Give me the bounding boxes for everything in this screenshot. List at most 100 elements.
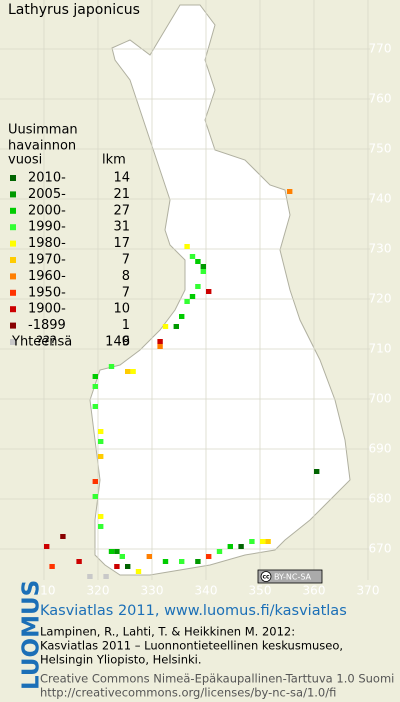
record-square	[162, 559, 169, 564]
legend-count: 14	[113, 171, 130, 186]
y-tick-label: 740	[369, 192, 392, 206]
legend-label: 1900-	[28, 302, 66, 317]
y-tick-label: 690	[369, 442, 392, 456]
record-square	[108, 549, 115, 554]
record-square	[125, 564, 131, 569]
record-square	[173, 324, 179, 329]
legend-count: 31	[113, 220, 130, 235]
record-square	[200, 269, 206, 274]
legend-swatch	[10, 207, 16, 214]
y-tick-label: 760	[369, 92, 392, 106]
record-square	[92, 384, 98, 389]
legend-count: 1	[122, 318, 130, 333]
x-tick-label: 320	[87, 584, 110, 598]
y-tick-label: 710	[369, 342, 392, 356]
record-square	[125, 369, 131, 374]
x-tick-label: 350	[249, 584, 272, 598]
legend-label: 1980-	[28, 236, 66, 251]
y-tick-label: 770	[369, 42, 392, 56]
record-square	[195, 559, 201, 564]
legend-heading: Uusimman	[8, 123, 78, 138]
legend-count: 6	[122, 335, 130, 350]
legend-col: vuosi	[8, 153, 42, 168]
record-square	[108, 364, 115, 369]
record-square	[146, 554, 152, 559]
record-square	[216, 549, 223, 554]
record-square	[92, 374, 98, 379]
y-tick-label: 730	[369, 242, 392, 256]
record-square	[179, 559, 185, 564]
record-square	[195, 284, 201, 289]
cc-badge: cc BY-NC-SA	[257, 569, 323, 584]
record-square	[114, 564, 120, 569]
y-tick-label: 680	[369, 492, 392, 506]
record-square	[76, 559, 82, 564]
logo: LUOMUS	[19, 580, 45, 690]
legend-swatch	[10, 289, 16, 296]
record-square	[184, 299, 190, 304]
legend-swatch	[10, 322, 16, 329]
badge-cc: cc	[262, 574, 270, 581]
legend-label: 1970-	[28, 253, 66, 268]
record-square	[249, 539, 255, 544]
legend-count: 27	[113, 203, 130, 218]
record-square	[98, 439, 104, 444]
record-square	[130, 369, 136, 374]
record-square	[87, 574, 93, 579]
record-square	[135, 569, 142, 574]
legend-label: 2000-	[28, 203, 66, 218]
y-tick-label: 700	[369, 392, 392, 406]
legend-count: 21	[113, 187, 130, 202]
legend-label: 1960-	[28, 269, 66, 284]
legend-label: ???	[36, 335, 57, 350]
legend-swatch	[10, 191, 16, 198]
record-square	[114, 549, 120, 554]
record-square	[92, 404, 98, 409]
record-square	[98, 454, 104, 459]
legend-label: 1950-	[28, 285, 66, 300]
legend-label: 2010-	[28, 171, 66, 186]
legend-swatch	[10, 257, 16, 263]
x-tick-label: 370	[357, 584, 380, 598]
record-square	[184, 244, 190, 249]
legend-swatch	[10, 240, 16, 247]
legend-swatch	[10, 175, 16, 181]
finland-outline	[89, 4, 351, 576]
record-square	[92, 479, 98, 484]
legend-col: lkm	[102, 153, 126, 168]
x-tick-label: 310	[33, 584, 56, 598]
legend-swatch	[10, 224, 16, 231]
y-tick-label: 720	[369, 292, 392, 306]
record-square	[227, 544, 233, 549]
record-square	[195, 259, 201, 264]
record-square	[200, 264, 206, 269]
legend-count: 7	[122, 253, 130, 268]
record-square	[49, 564, 55, 569]
license-line: Creative Commons Nimeä-Epäkaupallinen-Ta…	[40, 672, 394, 686]
record-square	[98, 524, 104, 529]
x-tick-label: 360	[303, 584, 326, 598]
legend-total: 149	[105, 335, 130, 350]
site: Kasviatlas 2011, www.luomus.fi/kasviatla…	[40, 603, 347, 619]
record-square	[206, 289, 212, 294]
citation-line: Lampinen, R., Lahti, T. & Heikkinen M. 2…	[40, 625, 295, 639]
record-square	[206, 554, 212, 559]
record-square	[98, 514, 104, 519]
y-tick-label: 750	[369, 142, 392, 156]
record-square	[98, 429, 104, 434]
title: Lathyrus japonicus	[8, 2, 140, 18]
legend-heading: havainnon	[8, 139, 76, 154]
legend-count: 8	[122, 269, 130, 284]
record-square	[314, 469, 320, 474]
record-square	[238, 544, 244, 549]
x-tick-label: 330	[141, 584, 164, 598]
record-square	[44, 544, 50, 549]
record-square	[189, 254, 196, 259]
record-square	[157, 339, 163, 344]
y-tick-label: 670	[369, 542, 392, 556]
record-square	[157, 344, 163, 349]
legend-count: 10	[113, 302, 130, 317]
record-square	[119, 554, 125, 559]
